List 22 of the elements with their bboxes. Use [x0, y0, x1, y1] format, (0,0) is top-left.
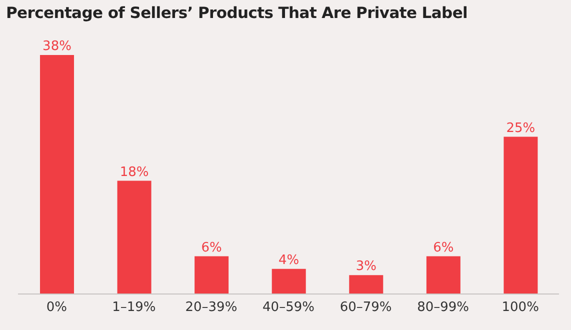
x-tick-label: 0% [46, 300, 67, 316]
bar [40, 55, 74, 294]
x-tick-label: 1–19% [112, 300, 156, 316]
chart-title: Percentage of Sellers’ Products That Are Private Label [6, 4, 468, 22]
x-tick-label: 60–79% [340, 300, 392, 316]
x-tick-label: 20–39% [185, 300, 238, 316]
data-label: 18% [120, 164, 149, 180]
data-label: 6% [433, 240, 454, 256]
bar [117, 180, 152, 294]
bar [349, 275, 384, 294]
bar [426, 256, 460, 294]
bar [272, 268, 306, 294]
data-label: 6% [201, 240, 222, 256]
x-tick-label: 40–59% [262, 300, 314, 316]
data-label: 25% [506, 120, 536, 136]
x-tick-label: 100% [502, 300, 539, 316]
bar [504, 136, 538, 294]
data-label: 4% [278, 252, 300, 268]
data-label: 3% [356, 259, 376, 274]
data-label: 38% [42, 39, 72, 54]
x-tick-label: 80–99% [417, 300, 470, 316]
bar [194, 256, 229, 294]
